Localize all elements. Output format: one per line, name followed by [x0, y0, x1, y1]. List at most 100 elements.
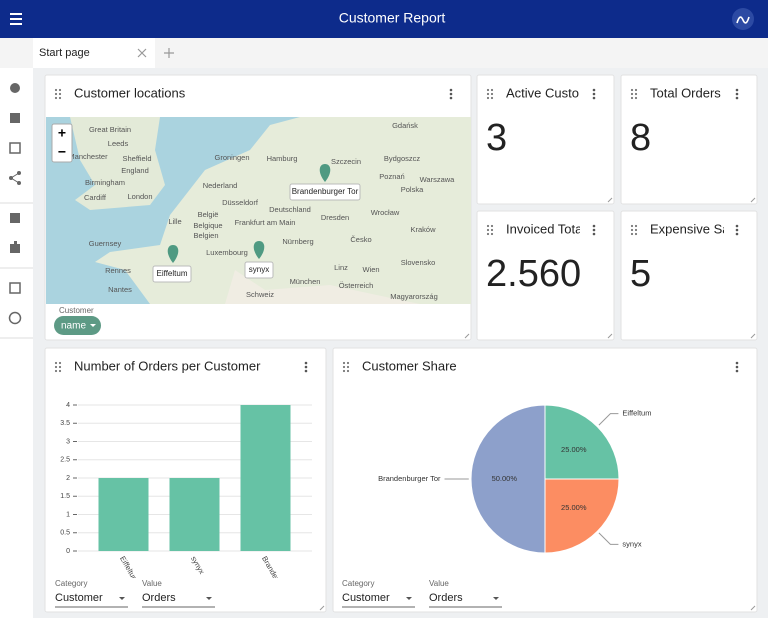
map-label: Belgien — [193, 231, 218, 240]
resize-handle — [607, 197, 613, 203]
zoom-out-label[interactable]: − — [58, 144, 66, 160]
chart-icon[interactable] — [10, 213, 20, 223]
drag-dot — [634, 228, 638, 232]
drag-handle[interactable] — [630, 88, 638, 100]
tab[interactable] — [33, 38, 155, 68]
map-label: München — [290, 277, 321, 286]
control-value[interactable]: Customer — [55, 592, 103, 604]
control-label: Value — [142, 579, 162, 588]
card-title: Expensive Sa — [650, 221, 730, 236]
card-title: Number of Orders per Customer — [74, 358, 261, 373]
drag-handle[interactable] — [486, 88, 494, 100]
control-value[interactable]: Orders — [142, 592, 176, 604]
card-menu[interactable] — [592, 88, 596, 100]
zoom-in-label[interactable]: + — [58, 125, 66, 141]
map-label: Frankfurt am Main — [235, 218, 296, 227]
drag-dot — [634, 92, 638, 96]
map-label: Slovensko — [401, 258, 436, 267]
y-tick-label: 1 — [66, 511, 70, 518]
map-label: Lille — [168, 217, 181, 226]
list-icon[interactable] — [9, 282, 21, 294]
map-label: Wrocław — [371, 208, 400, 217]
drag-dot — [630, 96, 634, 100]
drag-dot — [630, 232, 634, 236]
menu-dot — [592, 228, 596, 232]
y-tick-label: 3 — [66, 438, 70, 445]
card — [620, 210, 758, 341]
y-tick-label: 0 — [66, 548, 70, 555]
card-menu[interactable] — [735, 361, 739, 373]
tab-close[interactable] — [137, 48, 147, 58]
card-title: Customer locations — [74, 85, 186, 100]
drag-dot — [490, 88, 494, 92]
tab-label[interactable]: Start page — [39, 47, 90, 59]
drag-dot — [486, 228, 490, 232]
app-bar — [0, 0, 768, 38]
plugin-icon[interactable] — [10, 241, 20, 253]
card-menu[interactable] — [592, 224, 596, 236]
map-label: Belgique — [193, 221, 222, 230]
map-label: Polska — [401, 185, 424, 194]
map-label: England — [121, 166, 149, 175]
resize-handle — [319, 605, 325, 611]
map-label: Great Britain — [89, 125, 131, 134]
map-label: Magyarország — [390, 292, 438, 301]
card-menu[interactable] — [449, 88, 453, 100]
tab-add[interactable] — [164, 48, 174, 58]
map-marker[interactable] — [319, 164, 331, 182]
drag-dot — [58, 92, 62, 96]
drag-handle[interactable] — [486, 224, 494, 236]
info-icon[interactable] — [8, 311, 22, 325]
save-icon[interactable] — [10, 113, 20, 123]
drag-dot — [630, 228, 634, 232]
slice-value-label: 25.00% — [561, 445, 587, 454]
drag-handle[interactable] — [54, 88, 62, 100]
zoom-in[interactable] — [51, 123, 73, 163]
map-label: Düsseldorf — [222, 198, 259, 207]
filter-chip-label[interactable]: name — [61, 321, 86, 332]
drag-dot — [634, 224, 638, 228]
slice-label: Eiffeltum — [622, 409, 651, 418]
card-menu[interactable] — [735, 88, 739, 100]
drag-dot — [54, 361, 58, 365]
map-label: Wien — [362, 265, 379, 274]
control-arrow — [206, 597, 212, 600]
map-label: Manchester — [68, 152, 108, 161]
share-icon[interactable] — [9, 171, 21, 185]
slice-label: Brandenburger Tor — [378, 474, 441, 483]
drag-dot — [342, 361, 346, 365]
leader-line — [598, 413, 619, 426]
drag-handle[interactable] — [630, 224, 638, 236]
marker-popup — [289, 183, 361, 201]
map-marker[interactable] — [253, 241, 265, 259]
card-menu[interactable] — [304, 361, 308, 373]
control-value[interactable]: Customer — [342, 592, 390, 604]
drag-dot — [342, 365, 346, 369]
y-tick-label: 2.5 — [60, 457, 70, 464]
menu-dot — [592, 224, 596, 228]
menu-dot — [735, 228, 739, 232]
map-label: Österreich — [339, 281, 374, 290]
card-title: Active Custo — [506, 85, 579, 100]
filter-chip[interactable] — [54, 316, 101, 335]
menu-dot — [735, 365, 739, 369]
control-value[interactable]: Orders — [429, 592, 463, 604]
menu-dot — [735, 232, 739, 236]
map-label: Groningen — [214, 153, 249, 162]
slice-label: synyx — [622, 539, 641, 548]
settings-icon[interactable] — [10, 83, 20, 93]
menu-dot — [449, 92, 453, 96]
card-menu[interactable] — [735, 224, 739, 236]
download-icon[interactable] — [9, 142, 21, 154]
menu-dot — [592, 96, 596, 100]
map-marker[interactable] — [167, 245, 179, 263]
drag-dot — [346, 369, 350, 373]
menu-button[interactable] — [10, 13, 22, 25]
sidebar-dividers — [0, 202, 33, 339]
bar — [98, 478, 149, 551]
marker-label: Brandenburger Tor — [292, 187, 359, 196]
drag-handle[interactable] — [342, 361, 350, 373]
drag-handle[interactable] — [54, 361, 62, 373]
menu-dot — [304, 365, 308, 369]
